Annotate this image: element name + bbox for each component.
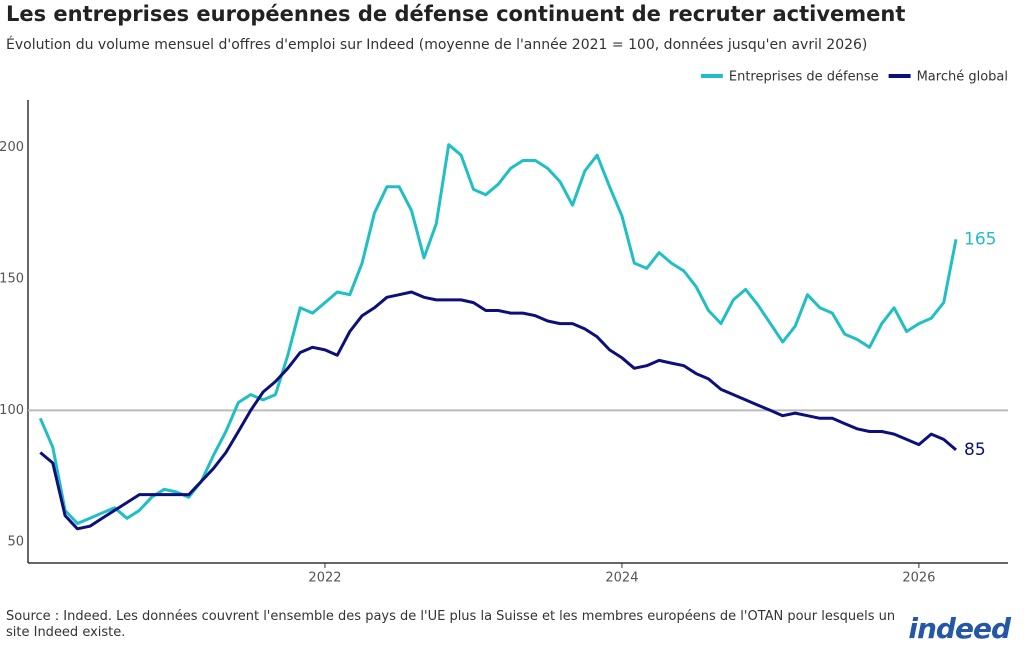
- legend-label: Entreprises de défense: [729, 70, 879, 85]
- series-line: [39, 290, 957, 531]
- series-line: [38, 143, 958, 525]
- chart-title: Les entreprises européennes de défense c…: [6, 2, 906, 26]
- x-tick-label: 2022: [308, 571, 341, 586]
- source-note: Source : Indeed. Les données couvrent l'…: [6, 609, 896, 640]
- end-label: 85: [964, 440, 986, 460]
- legend-label: Marché global: [917, 70, 1008, 85]
- end-label: 165: [964, 229, 996, 249]
- y-tick-label: 200: [0, 140, 24, 155]
- logo: indeed: [908, 612, 1011, 645]
- chart-subtitle: Évolution du volume mensuel d'offres d'e…: [6, 37, 868, 53]
- y-tick-label: 50: [7, 534, 24, 549]
- y-tick-label: 100: [0, 403, 24, 418]
- y-tick-label: 150: [0, 271, 24, 286]
- x-tick-label: 2026: [902, 571, 935, 586]
- chart: 50 100 150 200 2022 2024 2026 165 85 Marché globa…: [0, 70, 1008, 586]
- x-tick-label: 2024: [605, 571, 638, 586]
